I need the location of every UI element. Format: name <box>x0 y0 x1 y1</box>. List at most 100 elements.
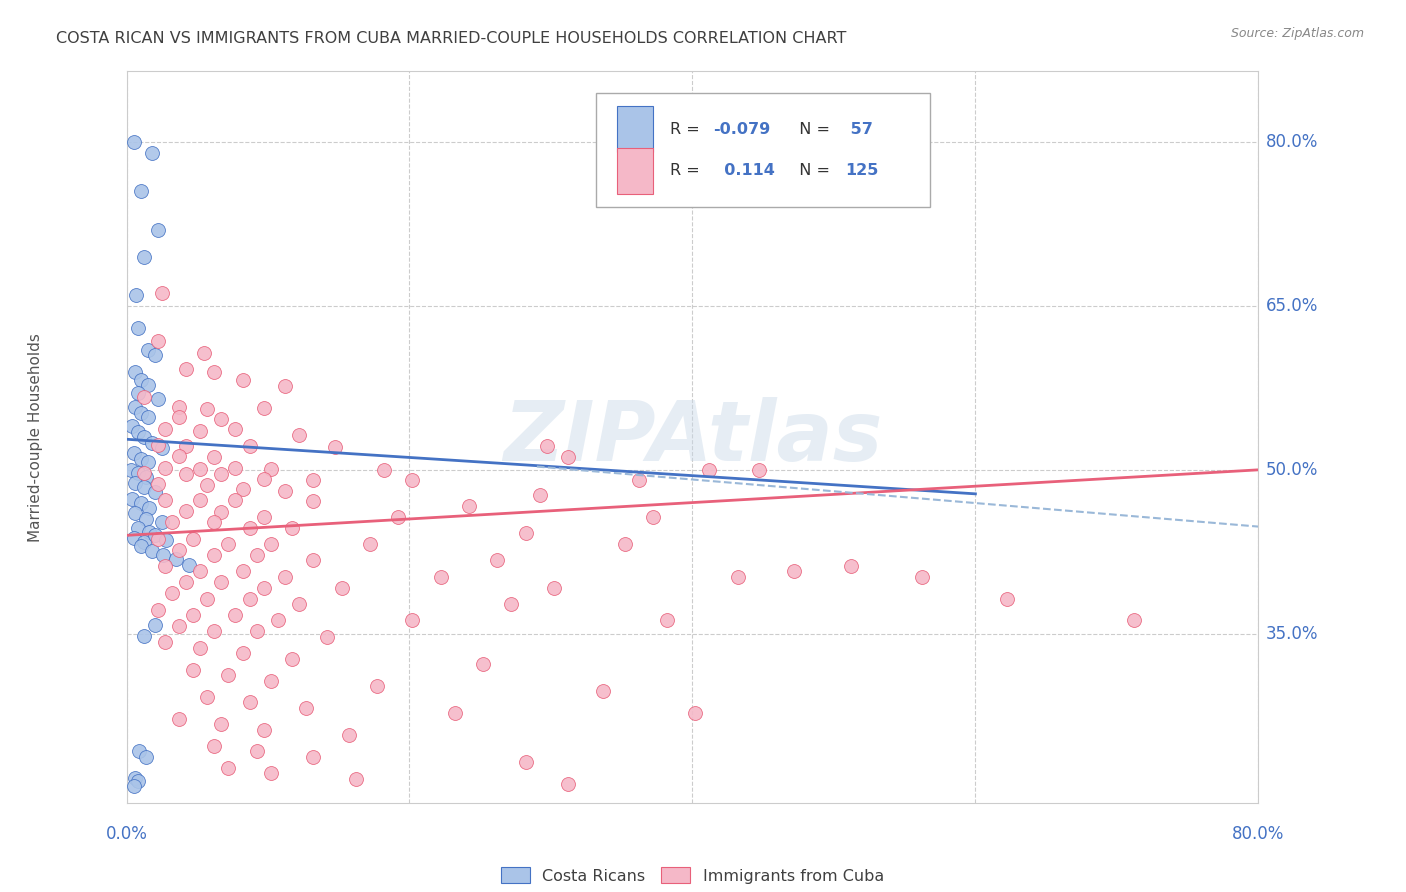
Point <box>153 635 176 649</box>
Point <box>515 756 537 770</box>
Point <box>153 460 176 475</box>
Point <box>366 679 388 693</box>
Point <box>253 401 276 415</box>
Point <box>153 558 176 573</box>
Point <box>120 463 142 477</box>
Point <box>209 411 232 425</box>
Point <box>160 586 183 600</box>
Point <box>129 406 152 420</box>
Text: 50.0%: 50.0% <box>1265 461 1317 479</box>
Point <box>181 532 204 546</box>
Point <box>152 548 174 562</box>
Point <box>429 570 451 584</box>
Point <box>127 386 149 401</box>
Text: R =: R = <box>669 121 704 136</box>
Point <box>132 430 155 444</box>
Point <box>146 532 169 546</box>
Point <box>132 250 155 264</box>
Point <box>217 668 239 682</box>
Point <box>323 440 346 454</box>
Point <box>167 400 190 414</box>
Point <box>501 597 523 611</box>
Point <box>121 492 143 507</box>
Point <box>260 673 283 688</box>
Point <box>543 581 565 595</box>
Point <box>146 222 169 236</box>
Point <box>557 777 579 791</box>
Point <box>359 537 381 551</box>
Point <box>129 451 152 466</box>
Bar <box>617 148 652 194</box>
Point <box>344 772 367 786</box>
Point <box>748 463 770 477</box>
Point <box>202 624 225 639</box>
Point <box>239 591 262 606</box>
Point <box>246 548 269 562</box>
Point <box>302 750 325 764</box>
Point <box>260 461 283 475</box>
Point <box>401 473 423 487</box>
Point <box>246 624 269 639</box>
Point <box>260 537 283 551</box>
Point <box>124 771 146 785</box>
Point <box>202 739 225 753</box>
Point <box>685 706 707 721</box>
Point <box>239 521 262 535</box>
Point <box>138 524 160 539</box>
Point <box>125 288 148 302</box>
Point <box>699 463 721 477</box>
Point <box>224 460 246 475</box>
Point <box>486 553 509 567</box>
Point <box>627 473 650 487</box>
Point <box>132 390 155 404</box>
Point <box>839 558 862 573</box>
Text: -0.079: -0.079 <box>713 121 770 136</box>
Point <box>127 466 149 480</box>
Point <box>217 537 239 551</box>
Point <box>655 614 678 628</box>
Point <box>387 509 409 524</box>
Point <box>253 723 276 737</box>
Point <box>135 750 157 764</box>
Point <box>195 690 218 704</box>
Text: N =: N = <box>789 121 835 136</box>
Point <box>288 428 311 442</box>
Point <box>181 663 204 677</box>
Point <box>122 531 145 545</box>
Point <box>129 495 152 509</box>
Point <box>224 607 246 622</box>
Point <box>239 695 262 709</box>
Point <box>155 533 177 547</box>
Point <box>135 470 157 484</box>
Point <box>281 521 304 535</box>
Point <box>150 285 173 300</box>
Point <box>224 422 246 436</box>
Point <box>143 484 166 499</box>
Point <box>302 473 325 487</box>
Point <box>124 365 146 379</box>
Point <box>195 401 218 416</box>
Point <box>302 494 325 508</box>
Point <box>253 581 276 595</box>
Legend: Costa Ricans, Immigrants from Cuba: Costa Ricans, Immigrants from Cuba <box>495 861 890 890</box>
Point <box>288 597 311 611</box>
Point <box>132 629 155 643</box>
Point <box>557 450 579 464</box>
Text: 65.0%: 65.0% <box>1265 297 1317 315</box>
Point <box>174 467 197 482</box>
Text: 80.0%: 80.0% <box>1232 825 1285 843</box>
Point <box>458 499 481 513</box>
Point <box>174 504 197 518</box>
Point <box>167 449 190 463</box>
Point <box>146 602 169 616</box>
Text: Married-couple Households: Married-couple Households <box>28 333 42 541</box>
Point <box>129 373 152 387</box>
Point <box>295 701 318 715</box>
Text: 80.0%: 80.0% <box>1265 133 1317 152</box>
Point <box>232 373 254 387</box>
Point <box>246 744 269 758</box>
Point <box>150 441 173 455</box>
Point <box>232 565 254 579</box>
Point <box>129 185 152 199</box>
Point <box>136 410 159 425</box>
